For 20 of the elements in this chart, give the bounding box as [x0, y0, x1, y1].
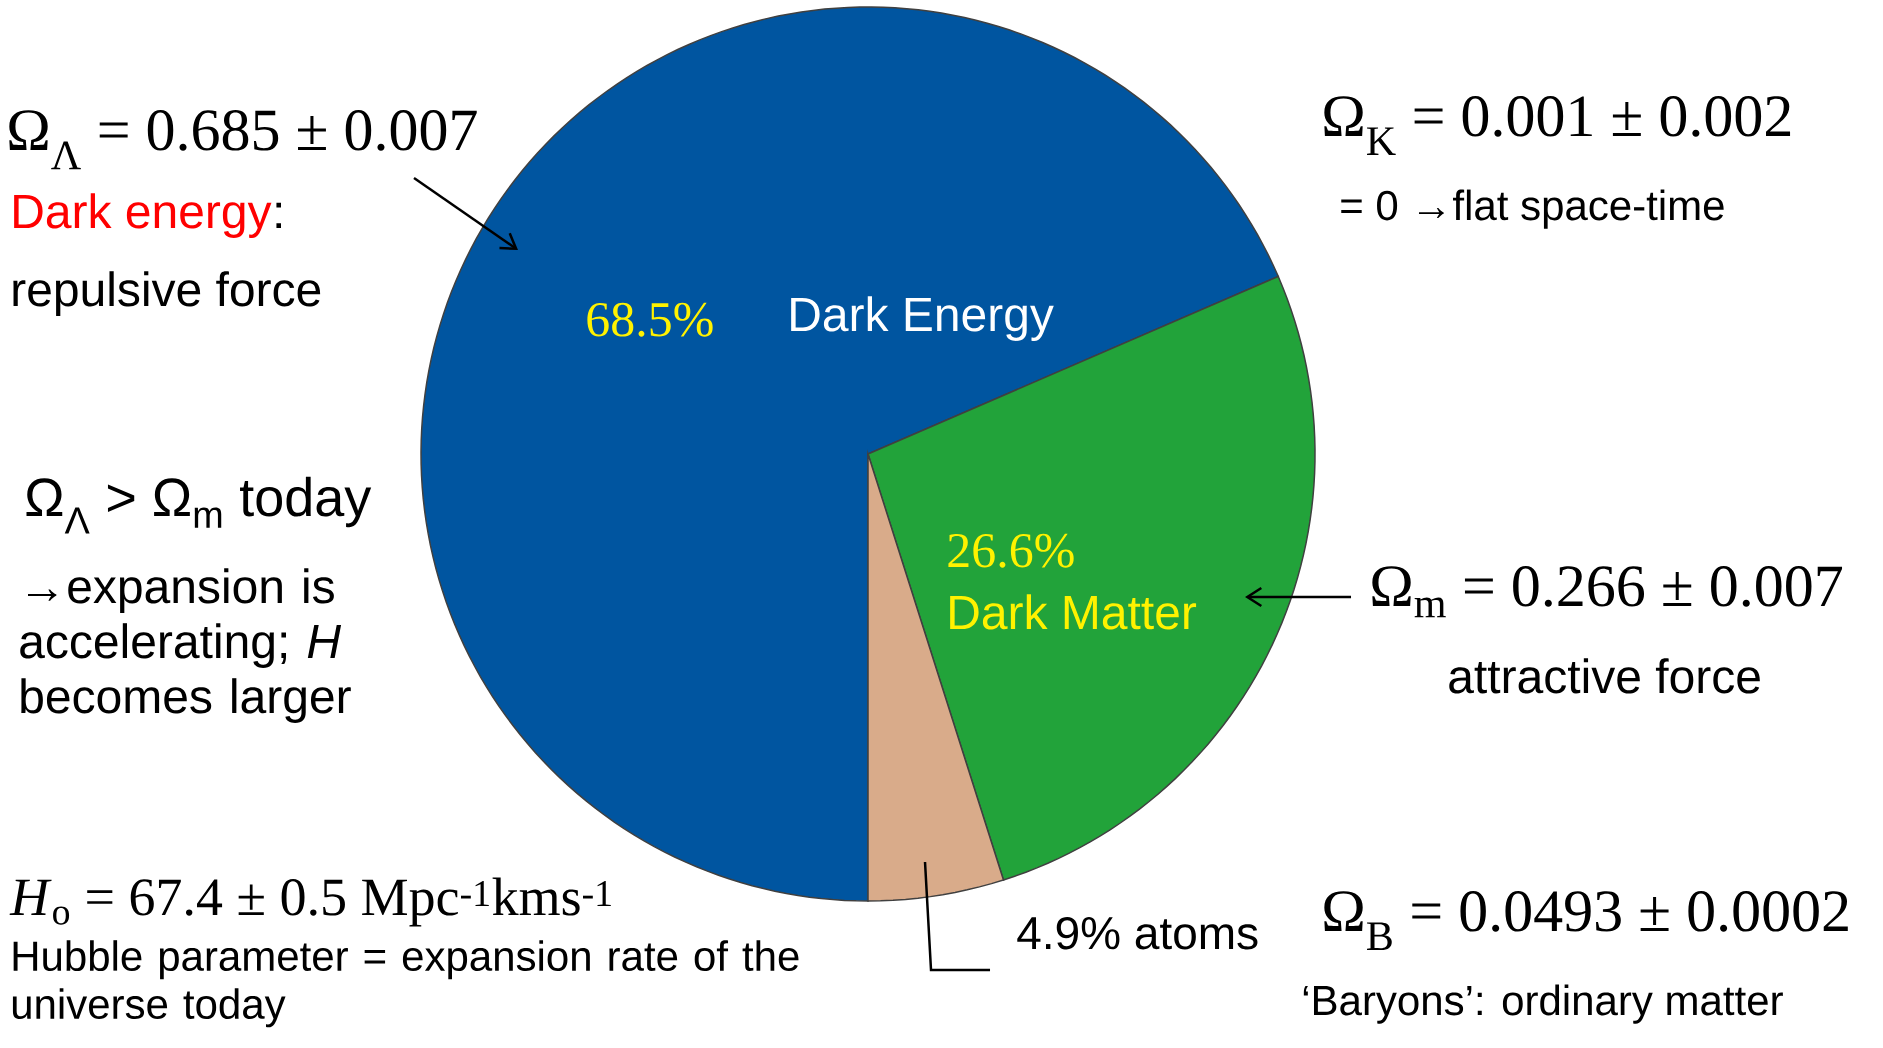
data-label: 68.5% — [587, 302, 713, 337]
text: : — [276, 202, 281, 228]
text: Dark energy — [14, 193, 272, 238]
text: ‘Baryons’: ordinary matter — [1303, 984, 1783, 1024]
data-label: 4.9% — [1017, 916, 1120, 950]
text: H$_{o}$ = 67.4 ± 0.5 Mpc$^{-1}$kms$^{-1}$ — [9, 877, 611, 927]
text: Ω$_{Λ}$ = 0.685 ± 0.007 — [9, 110, 477, 170]
text: →expansion is accelerating; H becomes larger — [20, 568, 351, 723]
slice-label: atoms — [1135, 919, 1258, 950]
slice-label: Dark Matter — [950, 594, 1197, 630]
text: attractive force — [1449, 658, 1760, 694]
text: Ω$_{Λ}$ > Ω$_{m}$ today — [26, 476, 372, 534]
text: Ω$_{m}$ = 0.266 ± 0.007 — [1372, 566, 1843, 618]
text: Ω$_{K}$ = 0.001 ± 0.002 — [1324, 96, 1791, 155]
text: repulsive force — [13, 271, 321, 316]
text: Ω$_{B}$ = 0.0493 ± 0.0002 — [1324, 891, 1848, 951]
data-label: 26.6% — [948, 533, 1074, 568]
text: Hubble parameter = expansion rate of the universe today — [12, 940, 799, 1028]
slice-label: Dark Energy — [791, 296, 1054, 341]
text: = 0 →flat space-time — [1341, 189, 1724, 229]
